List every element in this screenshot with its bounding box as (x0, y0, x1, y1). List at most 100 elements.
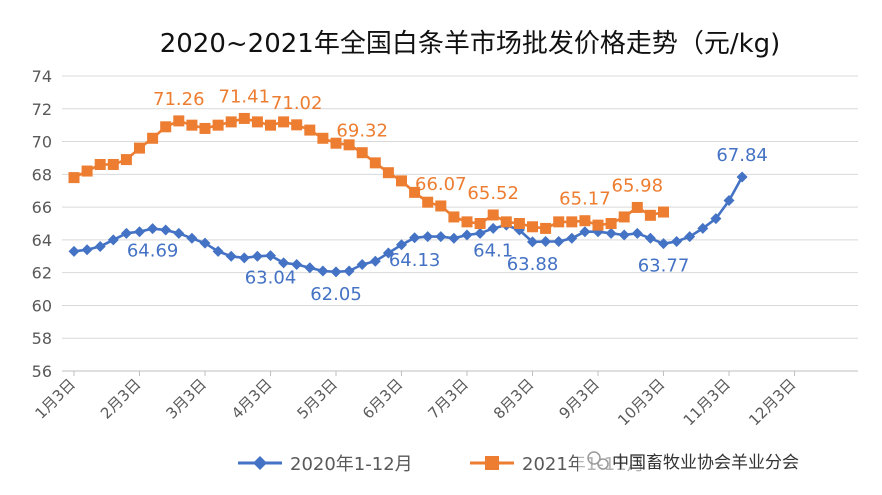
data-point-2020 (605, 227, 617, 239)
data-point-2020 (160, 224, 172, 236)
data-label: 63.88 (507, 254, 559, 275)
data-point-2021 (422, 196, 434, 208)
data-point-2020 (356, 258, 368, 270)
data-point-2020 (199, 237, 211, 249)
x-axis-tick-labels: 1月3日 2月3日 3月3日 4月3日 5月3日 6月3日 7月3日 8月3日 9月3日 10月3… (31, 371, 799, 429)
data-label: 65.17 (559, 189, 611, 210)
watermark-text: 中国畜牧业协会羊业分会 (612, 453, 799, 473)
x-tick-label: 4月3日 (228, 375, 275, 422)
data-point-2020 (631, 227, 643, 239)
data-label: 65.52 (467, 183, 519, 204)
data-point-2020 (343, 265, 355, 277)
data-point-2020 (618, 229, 630, 241)
x-tick-label: 8月3日 (490, 375, 537, 422)
data-point-2021 (81, 165, 93, 177)
data-point-2021 (409, 186, 421, 198)
data-point-2021 (147, 132, 159, 144)
watermark-backdrop (578, 444, 858, 478)
x-tick-label: 12月3日 (745, 375, 799, 429)
data-point-2020 (186, 232, 198, 244)
data-label: 71.02 (271, 93, 323, 114)
data-point-2021 (68, 172, 80, 184)
data-point-2020 (382, 247, 394, 259)
data-point-2021 (540, 222, 552, 234)
data-point-2020 (435, 231, 447, 243)
data-point-2020 (736, 171, 748, 183)
data-point-2020 (409, 232, 421, 244)
x-tick-label: 7月3日 (424, 375, 471, 422)
y-tick-label: 56 (32, 362, 52, 381)
legend-item-2020: 2020年1-12月 (238, 454, 413, 475)
x-tick-label: 3月3日 (162, 375, 209, 422)
data-point-2020 (330, 266, 342, 278)
y-tick-label: 64 (32, 231, 52, 250)
data-point-2021 (120, 154, 132, 166)
data-point-2021 (658, 206, 669, 218)
data-point-2021 (238, 112, 250, 124)
series-line-0 (73, 176, 744, 274)
data-point-2020 (304, 262, 316, 274)
y-tick-label: 58 (32, 329, 52, 348)
data-point-2021 (369, 157, 381, 169)
data-point-2020 (120, 227, 132, 239)
data-point-2020 (461, 229, 473, 241)
x-tick-label: 2月3日 (97, 375, 144, 422)
data-point-2021 (134, 142, 145, 154)
data-point-2021 (356, 147, 368, 159)
data-point-2021 (631, 201, 643, 213)
data-point-2021 (343, 139, 355, 151)
data-point-2020 (644, 232, 656, 244)
data-label: 63.04 (245, 268, 297, 289)
data-point-2021 (605, 218, 617, 229)
data-point-2021 (579, 215, 591, 227)
y-tick-label: 60 (32, 296, 52, 315)
data-point-2021 (251, 116, 263, 128)
data-point-2021 (553, 216, 565, 228)
watermark: 中国畜牧业协会羊业分会 (578, 444, 858, 478)
data-point-2020 (94, 240, 106, 252)
data-label: 71.41 (219, 86, 271, 107)
data-point-2021 (212, 119, 224, 131)
data-point-2021 (396, 175, 407, 187)
data-point-2020 (723, 195, 735, 207)
data-point-2020 (710, 213, 722, 225)
data-point-2021 (199, 122, 211, 134)
data-point-2021 (592, 219, 604, 231)
data-point-2021 (160, 121, 172, 133)
data-point-2021 (435, 200, 447, 212)
data-point-2020 (107, 234, 119, 246)
data-label: 63.77 (638, 256, 690, 277)
data-point-2020 (658, 238, 669, 250)
y-tick-label: 68 (32, 165, 52, 184)
x-tick-label: 9月3日 (555, 375, 602, 422)
data-point-2020 (474, 227, 486, 239)
data-point-2021 (317, 132, 329, 144)
data-label: 64.13 (389, 250, 441, 271)
data-point-2021 (173, 115, 185, 127)
data-point-2020 (422, 231, 434, 243)
legend-label-2020: 2020年1-12月 (290, 454, 413, 475)
wechat-icon-bubble (597, 458, 609, 470)
data-point-2020 (566, 232, 578, 244)
data-point-2021 (291, 119, 303, 131)
data-point-2020 (134, 226, 145, 238)
data-point-2020 (671, 236, 683, 248)
x-tick-label: 1月3日 (31, 375, 78, 422)
x-tick-label: 10月3日 (614, 375, 668, 429)
grid-lines (62, 75, 858, 339)
data-point-2020 (212, 245, 224, 257)
data-point-2020 (317, 265, 329, 277)
data-point-2020 (487, 222, 499, 234)
data-point-2020 (448, 232, 460, 244)
data-point-2020 (81, 244, 93, 256)
data-point-2020 (291, 258, 303, 270)
data-point-2021 (513, 218, 525, 229)
data-point-2020 (238, 252, 250, 264)
data-label: 64.1 (473, 240, 513, 261)
x-tick-label: 11月3日 (680, 375, 734, 429)
series-layer (68, 112, 748, 278)
data-point-2020 (251, 250, 263, 262)
legend-diamond-marker (253, 456, 267, 470)
